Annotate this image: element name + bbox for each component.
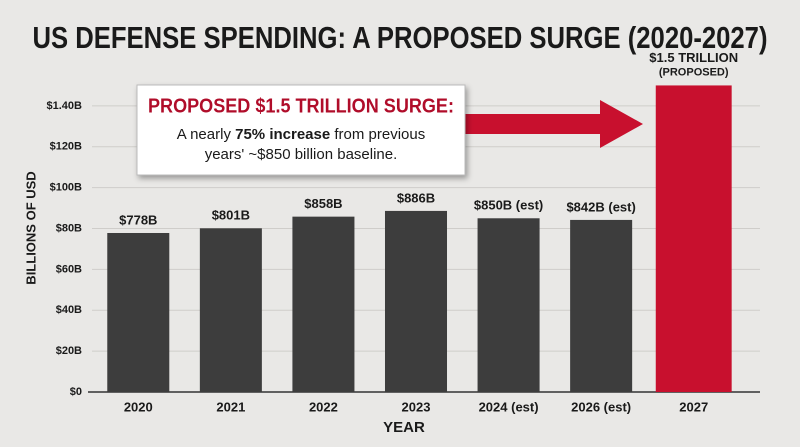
callout-text-part: from previous bbox=[330, 126, 425, 143]
y-axis-title: BILLIONS OF USD bbox=[23, 171, 38, 284]
bar bbox=[292, 216, 355, 392]
chart-title: US DEFENSE SPENDING: A PROPOSED SURGE (2… bbox=[33, 20, 768, 55]
x-tick-label: 2024 (est) bbox=[479, 399, 539, 414]
x-axis-title: YEAR bbox=[383, 419, 425, 436]
value-label: $842B (est) bbox=[566, 199, 635, 214]
value-label: $858B bbox=[304, 196, 342, 211]
y-tick-label: $20B bbox=[56, 345, 82, 357]
callout-box bbox=[136, 84, 466, 176]
x-tick-label: 2022 bbox=[309, 399, 338, 414]
bar bbox=[570, 219, 633, 392]
bar bbox=[384, 210, 448, 392]
y-tick-label: $120B bbox=[50, 141, 82, 153]
x-tick-label: 2026 (est) bbox=[571, 399, 631, 414]
y-tick-label: $1.40B bbox=[47, 100, 83, 112]
callout-text-part: A nearly bbox=[177, 126, 235, 143]
callout-text-part: 75% increase bbox=[235, 126, 330, 143]
bar bbox=[477, 218, 540, 392]
bar bbox=[107, 232, 170, 392]
y-tick-label: $100B bbox=[50, 182, 82, 194]
value-label: $801B bbox=[212, 208, 250, 223]
x-tick-label: 2027 bbox=[679, 399, 708, 414]
value-label: $886B bbox=[397, 190, 435, 205]
y-tick-label: $0 bbox=[70, 386, 82, 398]
callout-title: PROPOSED $1.5 TRILLION SURGE: bbox=[148, 95, 454, 117]
y-tick-label: $60B bbox=[56, 263, 82, 275]
x-tick-label: 2020 bbox=[124, 399, 153, 414]
callout-text: A nearly 75% increase from previous bbox=[177, 126, 426, 143]
bar bbox=[655, 85, 732, 392]
y-tick-label: $40B bbox=[56, 304, 82, 316]
x-tick-label: 2021 bbox=[216, 399, 245, 414]
annotation: (PROPOSED) bbox=[659, 66, 729, 78]
value-label: $778B bbox=[119, 212, 157, 227]
callout-text: years' ~$850 billion baseline. bbox=[205, 146, 398, 163]
callout-arrow bbox=[455, 100, 643, 148]
bar bbox=[199, 228, 262, 392]
value-label: $1.5 TRILLION bbox=[649, 50, 738, 65]
value-label: $850B (est) bbox=[474, 198, 543, 213]
x-tick-label: 2023 bbox=[402, 399, 431, 414]
y-tick-label: $80B bbox=[56, 222, 82, 234]
